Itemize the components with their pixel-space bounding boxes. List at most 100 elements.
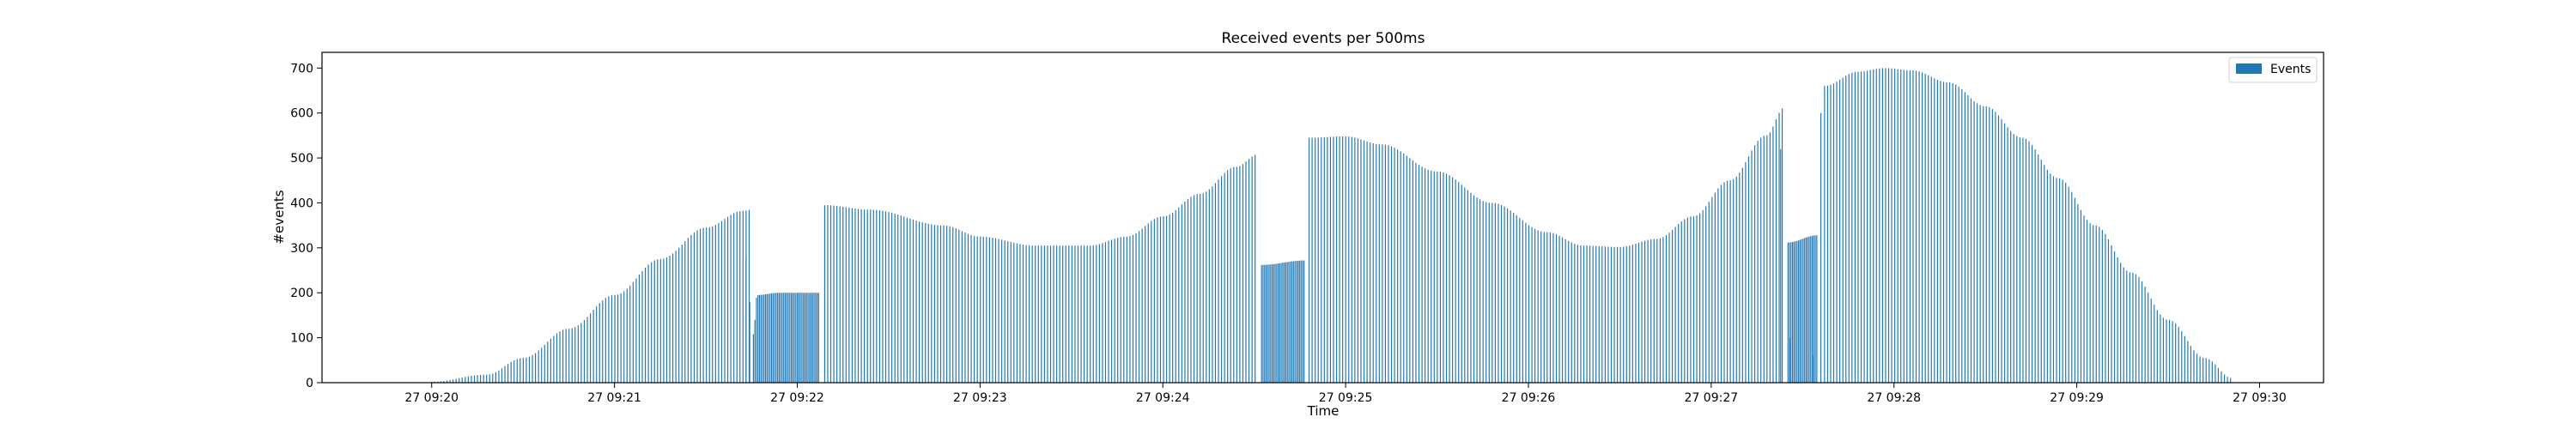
bar bbox=[1924, 73, 1926, 384]
bar bbox=[815, 293, 817, 383]
bar bbox=[489, 374, 490, 383]
y-tick-label: 700 bbox=[290, 62, 313, 76]
bar bbox=[635, 278, 637, 383]
bar bbox=[976, 236, 978, 383]
bar bbox=[1043, 245, 1045, 383]
bar bbox=[1922, 72, 1923, 383]
bar bbox=[1546, 232, 1548, 383]
bar bbox=[1049, 245, 1052, 383]
bar bbox=[2028, 141, 2030, 384]
bar bbox=[1665, 234, 1668, 383]
bar bbox=[1659, 238, 1661, 383]
x-tick-label: 27 09:25 bbox=[1319, 391, 1373, 405]
bar bbox=[1543, 232, 1545, 383]
bar bbox=[1816, 235, 1818, 383]
bar bbox=[897, 214, 899, 383]
x-tick-label: 27 09:24 bbox=[1136, 391, 1190, 405]
bar bbox=[1261, 264, 1262, 383]
bar bbox=[1214, 183, 1217, 383]
bar bbox=[1836, 82, 1838, 384]
legend-swatch bbox=[2236, 63, 2262, 74]
bar bbox=[528, 356, 531, 383]
bar bbox=[1940, 81, 1941, 384]
bar bbox=[2208, 359, 2210, 383]
bar bbox=[754, 319, 756, 383]
bar bbox=[586, 317, 588, 383]
bar bbox=[1662, 237, 1664, 383]
bar bbox=[1705, 206, 1707, 383]
bar bbox=[1297, 260, 1299, 383]
bar bbox=[1516, 214, 1517, 383]
bar bbox=[2181, 331, 2183, 383]
y-tick-label: 200 bbox=[290, 287, 313, 300]
bar bbox=[1857, 71, 1859, 384]
bar bbox=[1698, 213, 1701, 383]
bar bbox=[1007, 241, 1009, 383]
bar bbox=[562, 329, 564, 383]
bar bbox=[807, 293, 809, 383]
bar bbox=[778, 293, 781, 383]
bar bbox=[1528, 225, 1530, 383]
bar bbox=[974, 235, 975, 383]
bar bbox=[513, 360, 515, 383]
bar bbox=[2205, 358, 2207, 383]
x-tick-label: 27 09:27 bbox=[1685, 391, 1739, 405]
bar bbox=[1317, 137, 1319, 384]
bar bbox=[1824, 86, 1826, 383]
legend: Events bbox=[2228, 57, 2318, 83]
bar bbox=[1641, 241, 1643, 383]
bar bbox=[1537, 230, 1539, 383]
bar bbox=[1279, 263, 1280, 383]
bar bbox=[870, 209, 872, 383]
bar bbox=[1854, 71, 1856, 384]
bar bbox=[1202, 193, 1204, 383]
bar-spike bbox=[1820, 112, 1822, 383]
bar bbox=[958, 229, 960, 383]
bar bbox=[1090, 245, 1091, 383]
bar bbox=[702, 227, 704, 383]
bar bbox=[730, 214, 732, 383]
bar bbox=[1273, 263, 1274, 383]
bar bbox=[2083, 215, 2085, 383]
bar bbox=[1711, 196, 1713, 383]
bar bbox=[592, 310, 594, 383]
bar bbox=[583, 319, 586, 383]
bar bbox=[2193, 350, 2195, 383]
bar bbox=[1335, 136, 1338, 383]
bar bbox=[1897, 69, 1899, 383]
bar bbox=[1637, 242, 1640, 383]
bar bbox=[1458, 182, 1460, 383]
bar bbox=[1613, 246, 1615, 383]
bar bbox=[1804, 238, 1806, 383]
bar bbox=[1494, 202, 1496, 383]
bar bbox=[1894, 69, 1896, 383]
bar bbox=[1842, 77, 1844, 384]
bar bbox=[1918, 71, 1920, 383]
bar bbox=[1208, 189, 1210, 383]
bar bbox=[504, 366, 506, 383]
bar bbox=[1798, 240, 1800, 383]
bar bbox=[1807, 237, 1808, 383]
x-tick-label: 27 09:20 bbox=[404, 391, 459, 405]
bar bbox=[1397, 149, 1399, 383]
bar bbox=[1961, 88, 1963, 383]
bar bbox=[823, 205, 825, 383]
bar bbox=[811, 293, 813, 383]
bar bbox=[1568, 240, 1570, 383]
bar bbox=[952, 227, 954, 383]
bar bbox=[2144, 287, 2146, 383]
bar bbox=[696, 230, 698, 383]
bar bbox=[1455, 179, 1456, 383]
bar bbox=[2162, 317, 2165, 383]
bar bbox=[2016, 136, 2018, 384]
bar bbox=[1848, 74, 1850, 383]
bar bbox=[813, 293, 815, 383]
y-tick-label: 0 bbox=[306, 377, 313, 390]
bar bbox=[653, 260, 655, 383]
bar bbox=[1577, 245, 1578, 383]
bar bbox=[1791, 242, 1794, 383]
bar bbox=[1141, 228, 1143, 383]
bar bbox=[2117, 257, 2118, 383]
bar bbox=[768, 293, 769, 383]
bar bbox=[1885, 68, 1886, 383]
